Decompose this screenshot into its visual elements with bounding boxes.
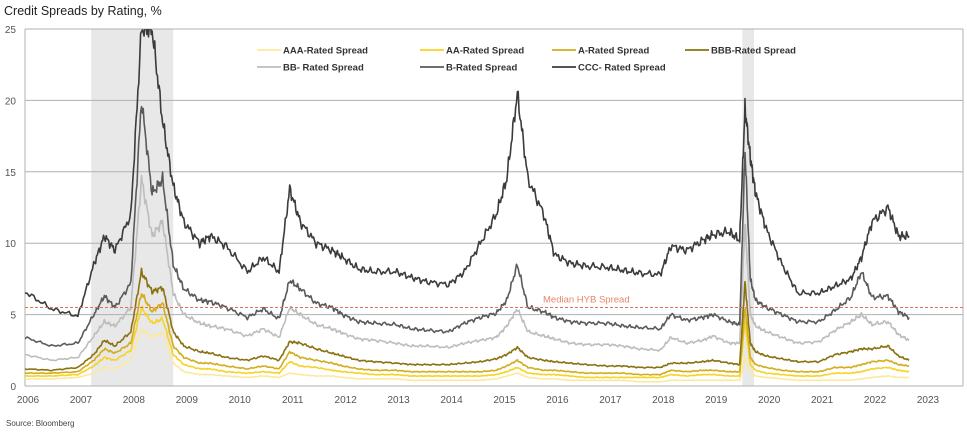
x-tick-label: 2019 (705, 395, 728, 406)
y-axis-ticks: 0 5 10 15 20 25 (5, 25, 17, 393)
x-tick-label: 2009 (176, 395, 199, 406)
x-tick-label: 2022 (864, 395, 887, 406)
legend-label: BBB-Rated Spread (711, 46, 796, 57)
x-tick-label: 2015 (493, 395, 516, 406)
median-hyb-reference: Median HYB Spread (25, 294, 963, 308)
series-line-aaa-rated-spread (25, 328, 910, 383)
series-line-aa-rated-spread (25, 305, 910, 379)
x-tick-label: 2006 (17, 395, 40, 406)
y-tick-label: 25 (5, 25, 17, 36)
x-tick-label: 2018 (652, 395, 675, 406)
legend-label: AAA-Rated Spread (283, 46, 368, 57)
legend-label: CCC- Rated Spread (578, 63, 666, 74)
chart-title: Credit Spreads by Rating, % (4, 4, 162, 18)
legend-label: B-Rated Spread (446, 63, 517, 74)
series-line-ccc-rated-spread (25, 29, 910, 318)
y-tick-label: 15 (5, 168, 17, 179)
y-tick-label: 0 (10, 382, 16, 393)
legend-label: AA-Rated Spread (446, 46, 524, 57)
y-tick-label: 20 (5, 96, 17, 107)
x-tick-label: 2007 (70, 395, 93, 406)
x-tick-label: 2013 (387, 395, 410, 406)
x-tick-label: 2017 (599, 395, 622, 406)
series-group (25, 29, 910, 383)
reference-label: Median HYB Spread (543, 294, 630, 305)
gridlines (24, 28, 964, 387)
series-line-bbb-rated-spread (25, 267, 910, 372)
series-line-bb-rated-spread (25, 174, 910, 362)
x-tick-label: 2011 (282, 395, 304, 406)
series-lines (25, 29, 910, 383)
recession-shading (91, 29, 754, 386)
y-tick-label: 10 (5, 239, 17, 250)
y-tick-label: 5 (10, 311, 16, 322)
legend: AAA-Rated Spread AA-Rated Spread A-Rated S… (257, 46, 796, 74)
x-tick-label: 2012 (335, 395, 358, 406)
x-tick-label: 2008 (123, 395, 146, 406)
legend-label: A-Rated Spread (578, 46, 649, 57)
series-line-a-rated-spread (25, 293, 910, 376)
x-tick-label: 2021 (811, 395, 834, 406)
x-axis-ticks: 2006 2007 2008 2009 2010 2011 2012 2013 2014 2015… (17, 395, 940, 406)
recession-band (742, 29, 754, 386)
x-tick-label: 2020 (758, 395, 781, 406)
legend-label: BB- Rated Spread (283, 63, 364, 74)
x-tick-label: 2014 (440, 395, 463, 406)
x-tick-label: 2023 (917, 395, 940, 406)
x-tick-label: 2010 (229, 395, 252, 406)
source-note: Source: Bloomberg (6, 419, 75, 428)
x-tick-label: 2016 (546, 395, 569, 406)
